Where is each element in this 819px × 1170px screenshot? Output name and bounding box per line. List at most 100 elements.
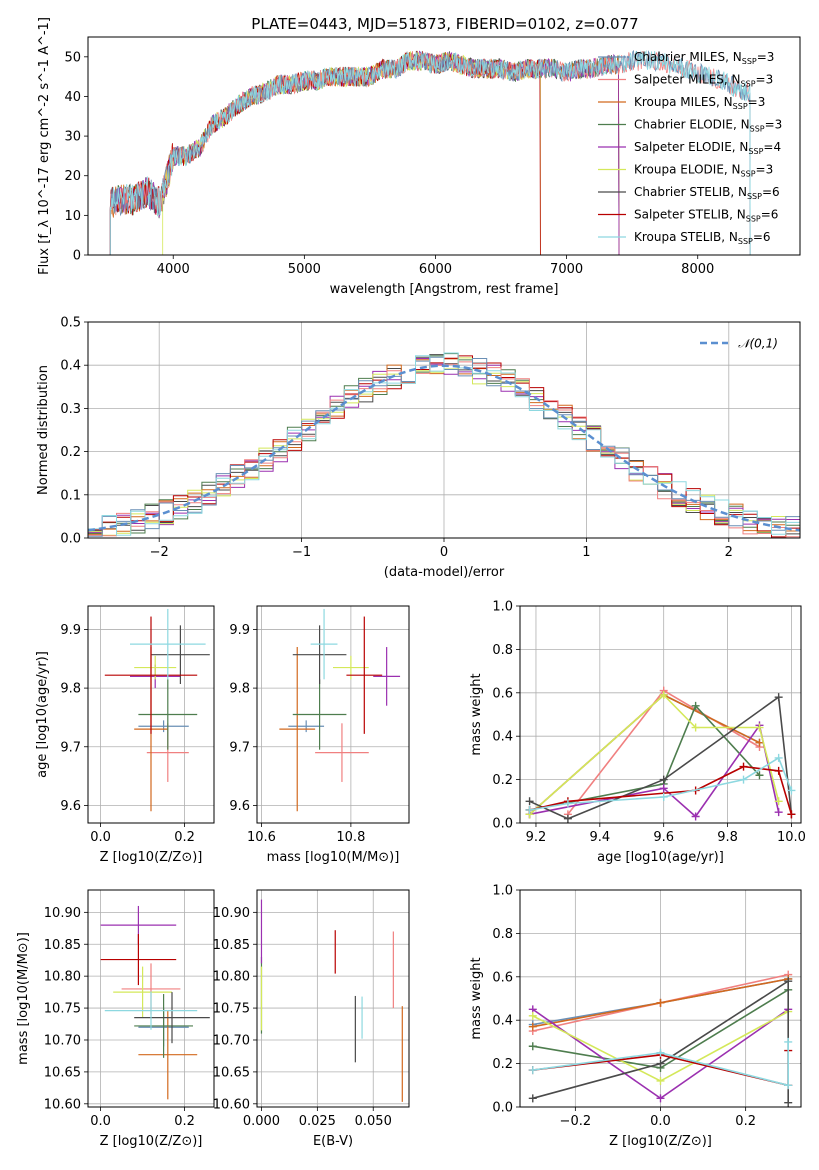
y-tick-label: 10.65	[213, 1065, 250, 1080]
x-axis-label: age [log10(age/yr)]	[597, 850, 724, 865]
spectrum-model-line	[109, 49, 751, 255]
y-tick-label: 10.80	[44, 970, 81, 985]
legend-entry: Salpeter MILES, NSSP=3	[634, 73, 773, 89]
y-axis-label: Flux [f_λ 10^-17 erg cm^-2 s^-1 A^-1]	[37, 17, 52, 275]
y-tick-label: 50	[64, 50, 81, 65]
mass-weight-marker	[784, 1081, 793, 1090]
y-tick-label: 9.8	[229, 682, 250, 697]
mass-weight-marker	[784, 1037, 793, 1046]
x-tick-label: 0.025	[299, 1114, 336, 1129]
mass-weight-marker	[659, 792, 668, 801]
y-tick-label: 0.1	[60, 488, 81, 503]
x-axis-label: mass [log10(M/M⊙)]	[267, 850, 400, 865]
panel-mass-weight-vs-Z: −0.2 0.0 0.2 0.0 0.2 0.4 0.6 0.8 1.0 Z [log10(Z/Z…	[469, 884, 802, 1149]
x-tick-label: 9.8	[717, 830, 738, 845]
mass-weight-marker	[784, 977, 793, 986]
y-tick-label: 9.7	[60, 740, 81, 755]
y-tick-label: 9.6	[60, 799, 81, 814]
legend-entry: Salpeter ELODIE, NSSP=4	[634, 140, 781, 156]
x-tick-label: 7000	[550, 262, 583, 277]
plot-area	[109, 49, 751, 255]
y-axis-label: age [log10(age/yr)]	[35, 651, 50, 778]
mass-weight-marker	[691, 701, 700, 710]
x-axis-label: (data-model)/error	[384, 565, 505, 580]
y-axis-label: mass weight	[469, 673, 484, 755]
x-tick-label: 0.0	[90, 1114, 111, 1129]
y-axis-label: Normed distribution	[36, 365, 51, 495]
legend-entry: Kroupa MILES, NSSP=3	[634, 95, 765, 111]
y-axis-label: mass [log10(M/M⊙)]	[16, 932, 31, 1065]
plot-area	[88, 352, 800, 538]
y-tick-label: 0.6	[492, 970, 513, 985]
mass-weight-marker	[656, 1048, 665, 1057]
plot-area	[525, 686, 796, 823]
mass-weight-marker	[525, 805, 534, 814]
y-tick-label: 0.8	[492, 927, 513, 942]
y-tick-label: 1.0	[492, 600, 513, 615]
legend-entry: Salpeter STELIB, NSSP=6	[634, 208, 778, 224]
x-tick-label: −1	[292, 545, 311, 560]
x-tick-label: −0.2	[560, 1114, 592, 1129]
spectrum-legend: Chabrier MILES, NSSP=3 Salpeter MILES, NS…	[598, 50, 782, 246]
y-tick-label: 0.2	[492, 773, 513, 788]
mass-weight-marker	[691, 812, 700, 821]
y-tick-label: 0.0	[492, 817, 513, 832]
mass-weight-marker	[528, 1066, 537, 1075]
y-tick-label: 30	[64, 130, 81, 145]
mass-weight-marker	[528, 1011, 537, 1020]
y-tick-label: 0	[73, 249, 81, 264]
axis-frame	[256, 605, 410, 824]
y-tick-label: 10	[64, 209, 81, 224]
y-tick-label: 0.0	[60, 532, 81, 547]
y-tick-label: 10.70	[213, 1033, 250, 1048]
mass-weight-marker	[528, 1094, 537, 1103]
x-axis-label: Z [log10(Z/Z⊙)]	[100, 850, 203, 865]
y-tick-label: 40	[64, 90, 81, 105]
legend-entry: 𝒩(0,1)	[738, 337, 778, 351]
mass-weight-line	[532, 1041, 789, 1087]
y-axis-label: mass weight	[469, 957, 484, 1039]
x-tick-label: 2	[725, 545, 733, 560]
mass-weight-marker	[774, 693, 783, 702]
mass-weight-marker	[659, 784, 668, 793]
y-tick-label: 1.0	[492, 884, 513, 899]
x-tick-label: 9.6	[653, 830, 674, 845]
mass-weight-marker	[691, 723, 700, 732]
mass-weight-marker	[656, 1094, 665, 1103]
y-tick-label: 9.9	[229, 623, 250, 638]
x-tick-label: 0	[440, 545, 448, 560]
legend-entry: Kroupa STELIB, NSSP=6	[634, 230, 771, 246]
x-tick-label: 10.8	[336, 830, 365, 845]
y-tick-label: 10.90	[213, 906, 250, 921]
panel-age-vs-Z: 0.0 0.2 9.6 9.7 9.8 9.9 Z [log10(Z/Z⊙)] age [lo…	[35, 605, 215, 865]
y-tick-label: 9.7	[229, 740, 250, 755]
mass-weight-marker	[787, 786, 796, 795]
mass-weight-marker	[525, 797, 534, 806]
mass-weight-marker	[774, 753, 783, 762]
y-tick-label: 0.4	[492, 730, 513, 745]
mass-weight-marker	[563, 799, 572, 808]
mass-weight-marker	[784, 1098, 793, 1107]
y-tick-label: 10.85	[213, 938, 250, 953]
x-tick-label: 0.050	[355, 1114, 392, 1129]
x-tick-label: 0.2	[174, 1114, 195, 1129]
x-tick-label: 0.2	[735, 1114, 756, 1129]
x-axis-label: wavelength [Angstrom, rest frame]	[330, 282, 559, 297]
panel-mass-vs-EBV: 0.000 0.025 0.050 10.60 10.65 10.70 10.75 10.80…	[213, 889, 410, 1149]
spectrum-model-line	[109, 49, 751, 255]
mass-weight-marker	[755, 771, 764, 780]
legend-entry: Chabrier STELIB, NSSP=6	[634, 185, 780, 201]
y-tick-label: 0.0	[492, 1101, 513, 1116]
x-tick-label: 0.0	[90, 830, 111, 845]
x-tick-label: 0.0	[650, 1114, 671, 1129]
y-tick-label: 9.9	[60, 623, 81, 638]
y-tick-label: 10.80	[213, 970, 250, 985]
mass-weight-marker	[656, 1059, 665, 1068]
mass-weight-line	[529, 756, 793, 811]
y-tick-label: 10.85	[44, 938, 81, 953]
y-tick-label: 0.4	[492, 1014, 513, 1029]
mass-weight-marker	[774, 766, 783, 775]
mass-weight-marker	[755, 738, 764, 747]
plots-layer: 4000 5000 6000 7000 800001020304050wavelengt…	[16, 17, 806, 1149]
